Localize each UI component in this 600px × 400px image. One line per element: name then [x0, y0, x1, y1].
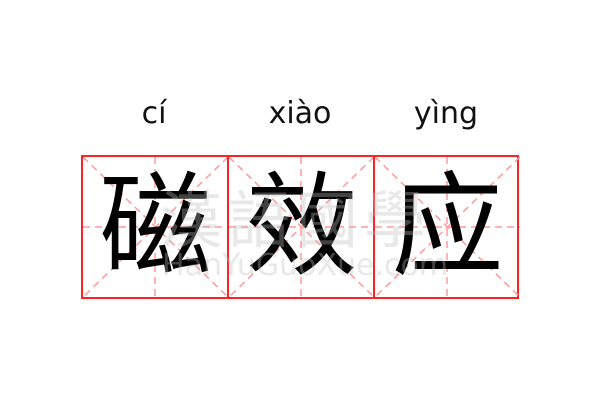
character-ying: 应: [391, 162, 504, 292]
guide-lines: [83, 157, 228, 297]
guide-lines: [229, 157, 374, 297]
character-grid: 磁 效 应: [81, 155, 520, 299]
cell-divider: [373, 157, 375, 297]
character-cell: 磁: [83, 157, 228, 297]
character-xiao: 效: [245, 162, 358, 292]
pinyin-xiao: xiào: [268, 96, 332, 131]
pinyin-ying: yìng: [413, 96, 479, 131]
cell-divider: [227, 157, 229, 297]
character-ci: 磁: [99, 162, 212, 292]
character-cell: 效: [229, 157, 374, 297]
guide-lines: [375, 157, 520, 297]
character-cell: 应: [375, 157, 520, 297]
pinyin-ci: cí: [141, 96, 167, 131]
